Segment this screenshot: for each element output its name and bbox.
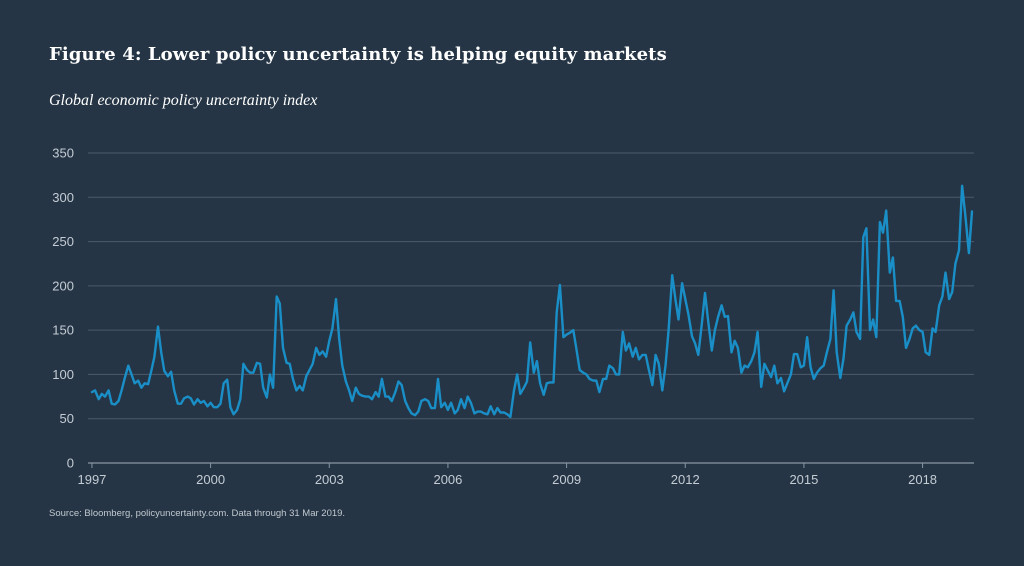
y-tick-label: 50 xyxy=(60,411,74,426)
x-tick-label: 2015 xyxy=(789,472,818,487)
y-tick-label: 300 xyxy=(52,190,74,205)
y-tick-label: 100 xyxy=(52,367,74,382)
x-tick-label: 1997 xyxy=(77,472,106,487)
series-line xyxy=(90,184,974,419)
source-note: Source: Bloomberg, policyuncertainty.com… xyxy=(49,508,346,519)
y-tick-label: 350 xyxy=(52,146,74,161)
x-tick-label: 2018 xyxy=(908,472,937,487)
x-tick-label: 2012 xyxy=(671,472,700,487)
y-tick-label: 150 xyxy=(52,323,74,338)
x-tick-label: 2009 xyxy=(552,472,581,487)
x-tick-label: 2000 xyxy=(196,472,225,487)
y-tick-label: 0 xyxy=(67,456,74,471)
x-tick-label: 2006 xyxy=(433,472,462,487)
chart-title: Figure 4: Lower policy uncertainty is he… xyxy=(49,44,667,65)
y-tick-label: 250 xyxy=(52,234,74,249)
y-tick-label: 200 xyxy=(52,278,74,293)
x-tick-label: 2003 xyxy=(315,472,344,487)
chart-subtitle: Global economic policy uncertainty index xyxy=(49,92,318,109)
